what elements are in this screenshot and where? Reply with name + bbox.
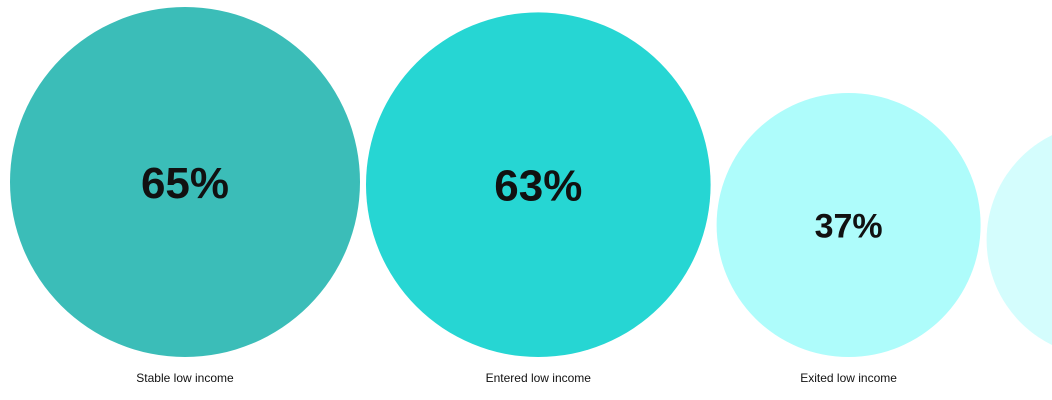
bubble-1 (366, 12, 711, 357)
bubble-value-label-1: 63% (494, 162, 582, 211)
bubble-value-label-2: 37% (815, 207, 883, 245)
bubble-2 (716, 93, 981, 357)
bubble-3 (986, 135, 1052, 346)
category-label-0: Stable low income (136, 371, 234, 385)
category-label-2: Exited low income (800, 371, 897, 385)
category-label-1: Entered low income (486, 371, 592, 385)
category-label-line: Exited low income (800, 371, 897, 385)
bubble-value-label-0: 65% (141, 159, 229, 208)
category-label-line: Stable low income (136, 371, 234, 385)
bubble-0 (10, 7, 360, 357)
category-label-line: Entered low income (486, 371, 592, 385)
